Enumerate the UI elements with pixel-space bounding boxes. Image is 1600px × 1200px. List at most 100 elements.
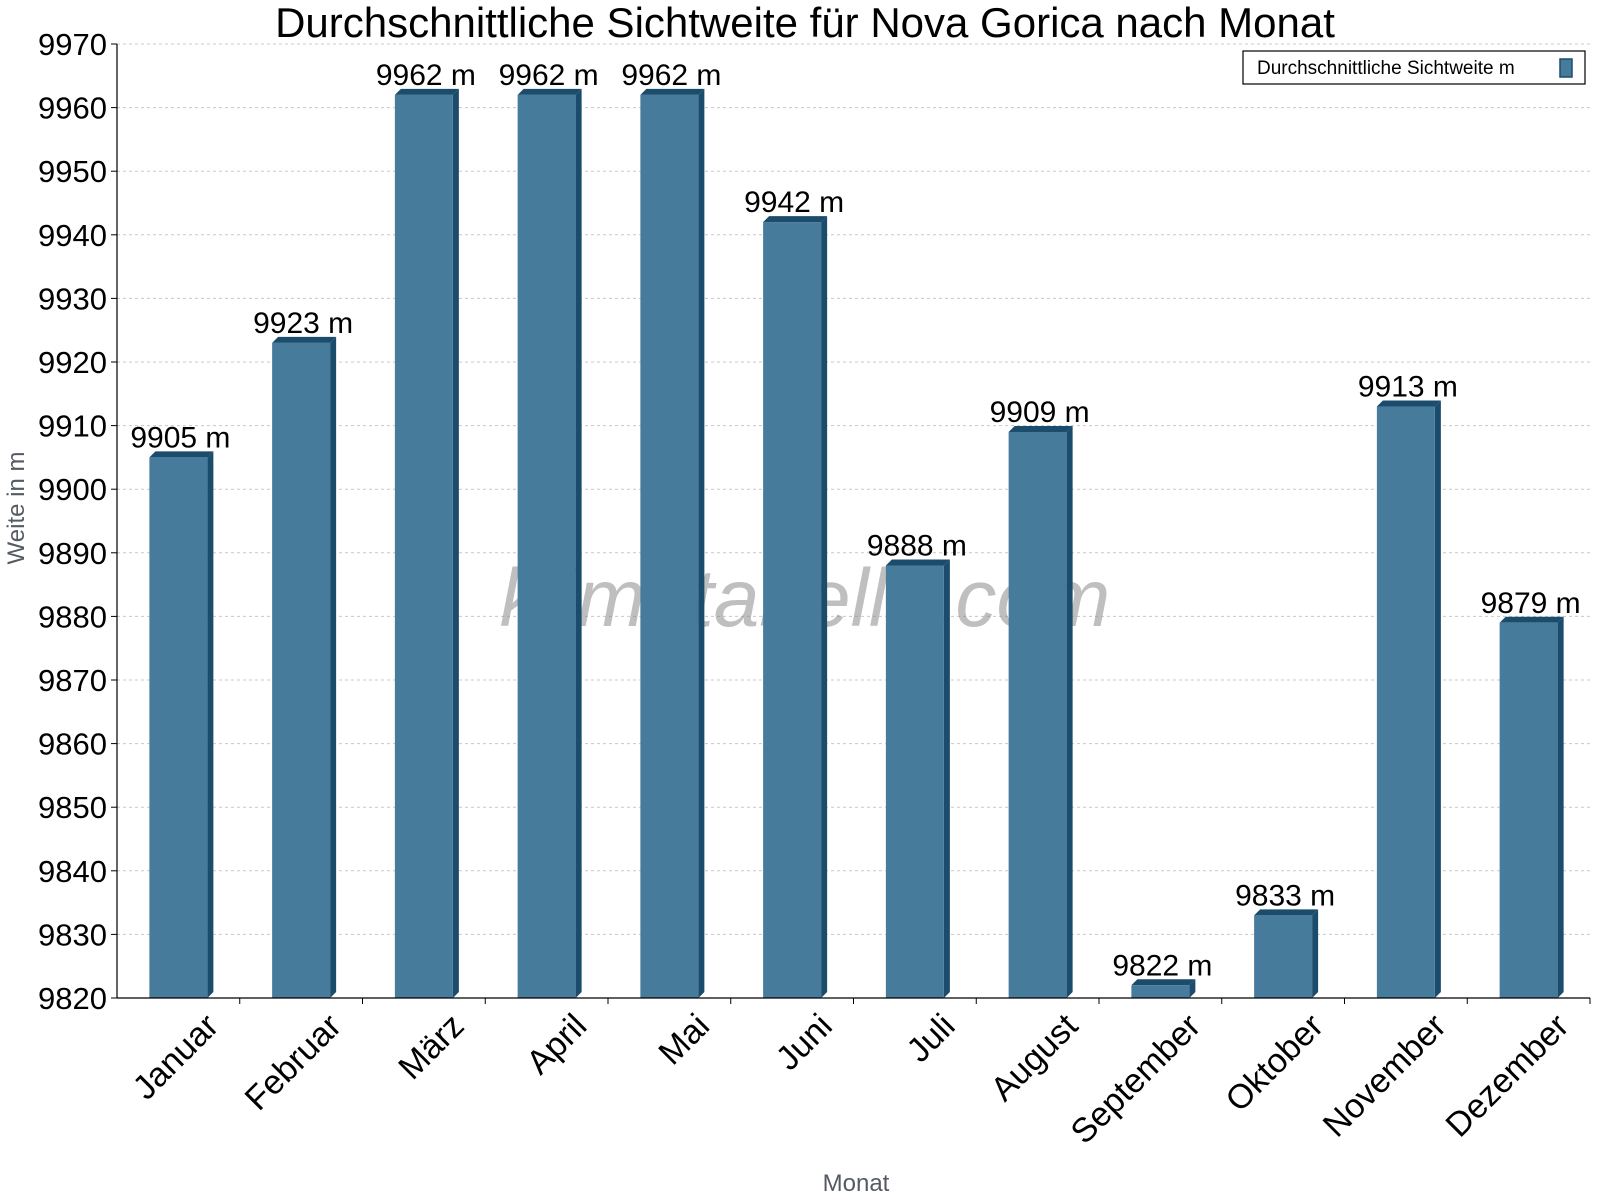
legend-swatch xyxy=(1559,58,1573,78)
chart-title: Durchschnittliche Sichtweite für Nova Go… xyxy=(275,0,1335,46)
bar-side xyxy=(330,336,337,998)
data-label: 9962 m xyxy=(376,59,476,92)
y-tick-label: 9930 xyxy=(38,281,107,316)
bar-front xyxy=(272,342,331,998)
axes xyxy=(111,43,1591,1004)
bar xyxy=(1499,616,1564,998)
y-tick-label: 9880 xyxy=(38,599,107,634)
bar-side xyxy=(1066,425,1073,999)
y-tick-label: 9830 xyxy=(38,917,107,952)
bar-top xyxy=(1131,979,1196,986)
bar xyxy=(763,216,828,998)
bar-side xyxy=(943,559,950,998)
x-tick-label: September xyxy=(1064,1007,1208,1151)
bar-front xyxy=(1131,985,1190,998)
bars xyxy=(149,88,1564,999)
bar-side xyxy=(1557,616,1564,998)
y-tick-label: 9940 xyxy=(38,218,107,253)
data-label: 9879 m xyxy=(1481,587,1581,620)
bar-front xyxy=(1376,406,1435,998)
y-tick-label: 9820 xyxy=(38,981,107,1016)
bar xyxy=(640,88,705,998)
bar-front xyxy=(1254,915,1313,998)
data-label: 9942 m xyxy=(744,186,844,219)
bar-side xyxy=(207,451,214,998)
bar-side xyxy=(698,88,705,998)
bar-top xyxy=(517,88,582,95)
y-tick-label: 9910 xyxy=(38,409,107,444)
y-tick-label: 9920 xyxy=(38,345,107,380)
legend-box xyxy=(1242,50,1586,85)
x-tick-label: Juni xyxy=(769,1007,840,1078)
bar-front xyxy=(517,94,576,998)
x-tick-label: Mai xyxy=(651,1007,717,1073)
x-tick-label: Januar xyxy=(126,1007,226,1107)
legend: Durchschnittliche Sichtweite m xyxy=(1242,50,1586,85)
x-tick-label: Oktober xyxy=(1218,1007,1330,1119)
x-tick-label: Februar xyxy=(238,1007,349,1118)
bar-front xyxy=(1008,431,1067,999)
data-label: 9822 m xyxy=(1112,949,1212,982)
bar xyxy=(517,88,582,998)
data-labels: 9905 m 9923 m 9962 m 9962 m 9962 m 9942 m 9888… xyxy=(130,59,1580,982)
y-tick-label: 9970 xyxy=(38,27,107,62)
x-tick-label: November xyxy=(1316,1007,1454,1145)
x-axis-title: Monat xyxy=(823,1170,890,1197)
legend-label: Durchschnittliche Sichtweite m xyxy=(1257,58,1515,79)
bar xyxy=(1131,979,1196,998)
x-tick-label: August xyxy=(984,1006,1086,1108)
grid-lines xyxy=(117,43,1590,935)
x-tick-label: April xyxy=(519,1007,594,1082)
y-tick-label: 9960 xyxy=(38,91,107,126)
y-tick-labels: 9820 9830 9840 9850 9860 9870 9880 9890 9900 9910… xyxy=(38,27,107,1016)
y-tick-label: 9870 xyxy=(38,663,107,698)
bar-top xyxy=(394,88,459,95)
y-tick-label: 9950 xyxy=(38,154,107,189)
data-label: 9905 m xyxy=(130,421,230,454)
bar xyxy=(149,451,214,998)
bar xyxy=(272,336,337,998)
data-label: 9913 m xyxy=(1358,371,1458,404)
data-label: 9888 m xyxy=(867,530,967,563)
x-tick-labels: Januar Februar März April Mai Juni Juli AugustS… xyxy=(126,1006,1577,1151)
y-tick-label: 9850 xyxy=(38,790,107,825)
bar-side xyxy=(821,216,828,998)
bar-side xyxy=(1189,979,1196,998)
data-label: 9833 m xyxy=(1235,879,1335,912)
bar-front xyxy=(885,565,944,998)
bar xyxy=(394,88,459,998)
bar-top xyxy=(272,336,337,343)
bar-top xyxy=(763,216,828,223)
y-tick-label: 9840 xyxy=(38,854,107,889)
bar-front xyxy=(394,94,453,998)
bar-top xyxy=(1254,909,1319,916)
bar xyxy=(1008,425,1073,999)
x-tick-label: März xyxy=(391,1007,471,1087)
bar-side xyxy=(452,88,459,998)
bar-top xyxy=(1008,425,1073,432)
bar-top xyxy=(149,451,214,458)
data-label: 9909 m xyxy=(990,396,1090,429)
bar xyxy=(885,559,950,998)
data-label: 9962 m xyxy=(499,59,599,92)
bar-top xyxy=(640,88,705,95)
y-tick-label: 9860 xyxy=(38,727,107,762)
bar-front xyxy=(1499,622,1558,998)
data-label: 9962 m xyxy=(621,59,721,92)
y-tick-label: 9890 xyxy=(38,536,107,571)
bar-side xyxy=(1312,909,1319,998)
bar-top xyxy=(885,559,950,566)
bar-front xyxy=(640,94,699,998)
bar-front xyxy=(763,222,822,998)
bar xyxy=(1376,400,1441,998)
y-axis-title: Weite in m xyxy=(3,452,30,565)
y-tick-label: 9900 xyxy=(38,472,107,507)
bar-top xyxy=(1499,616,1564,623)
x-tick-label: Dezember xyxy=(1439,1007,1577,1145)
bar-front xyxy=(149,457,208,998)
bar xyxy=(1254,909,1319,998)
bar-side xyxy=(575,88,582,998)
bar-top xyxy=(1376,400,1441,407)
bar-side xyxy=(1434,400,1441,998)
